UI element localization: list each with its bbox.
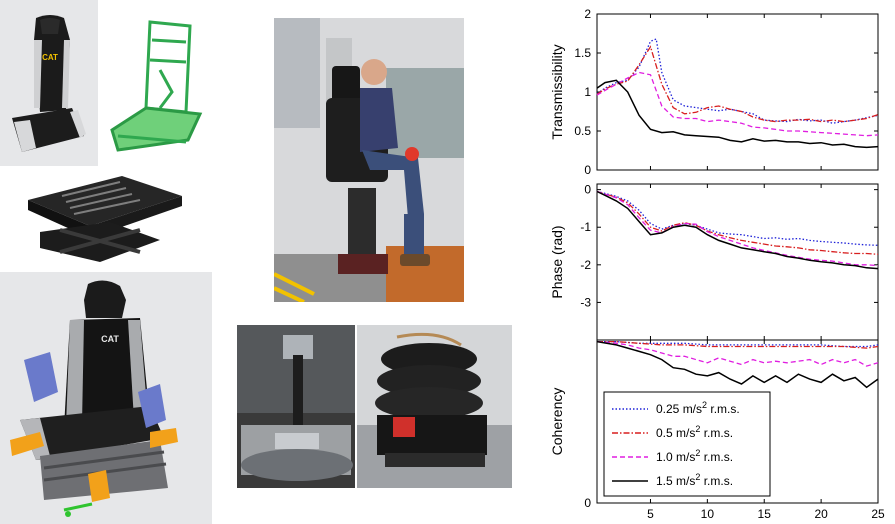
ytick-label: -3 (580, 295, 591, 309)
chart-svg: 0 0.5 1 1.5 2 Transmissibility 0 -1 -2 -3 Phase (r… (549, 7, 885, 521)
seat-with-weights-illustration (357, 325, 512, 488)
seat-cad-renders: CAT (0, 0, 212, 524)
seat-frame-render (110, 20, 203, 152)
suspension-rig-photo (237, 325, 355, 488)
ytick-label: -2 (580, 258, 591, 272)
legend-label: 1.0 m/s2 r.m.s. (656, 448, 733, 464)
subject-on-seat-illustration (274, 18, 464, 302)
seat-suspension-render (0, 166, 212, 270)
series-line (596, 190, 879, 255)
ylabel: Coherency (549, 388, 565, 456)
ytick-label: 1 (584, 85, 591, 99)
legend-label: 0.5 m/s2 r.m.s. (656, 424, 733, 440)
series-line (596, 79, 879, 149)
seat-assembly-render: CAT (0, 272, 212, 524)
axes-box-2 (596, 339, 879, 504)
series-line (596, 45, 879, 123)
ytick-label: 0 (584, 496, 591, 510)
subject-on-seat-photo (274, 18, 464, 302)
seat-cushion-render: CAT (12, 15, 86, 152)
seat-assembly-logo-cat: CAT (101, 334, 119, 344)
xtick-label: 25 (871, 507, 885, 521)
xtick-label: 5 (647, 507, 654, 521)
legend-label: 1.5 m/s2 r.m.s. (656, 472, 733, 488)
xtick-label: 15 (758, 507, 772, 521)
series-line (596, 340, 879, 389)
series-line (596, 190, 879, 267)
legend-label: 0.25 m/s2 r.m.s. (656, 400, 740, 416)
xtick-label: 10 (701, 507, 715, 521)
ytick-label: -1 (580, 220, 591, 234)
axes-box-1 (596, 183, 879, 341)
series-line (596, 340, 879, 367)
ytick-label: 0 (584, 163, 591, 177)
seat-cad-render-panel: CAT (0, 0, 212, 524)
series-line (597, 340, 879, 348)
ylabel: Phase (rad) (549, 225, 565, 298)
seat-with-weights-photo (357, 325, 512, 488)
ylabel: Transmissibility (549, 44, 565, 139)
xtick-label: 20 (814, 507, 828, 521)
ytick-label: 0 (584, 183, 591, 197)
legend-box (603, 391, 771, 497)
ytick-label: 1.5 (574, 46, 591, 60)
suspension-rig-illustration (237, 325, 355, 488)
transmissibility-chart: 0 0.5 1 1.5 2 Transmissibility 0 -1 -2 -3 Phase (r… (542, 0, 895, 524)
series-line (596, 190, 879, 270)
series-line (597, 340, 879, 349)
ytick-label: 2 (584, 7, 591, 21)
seat-logo-cat: CAT (42, 53, 58, 62)
axes-box-0 (596, 13, 879, 171)
series-line (596, 190, 879, 246)
ytick-label: 0.5 (574, 124, 591, 138)
series-line (596, 71, 879, 137)
